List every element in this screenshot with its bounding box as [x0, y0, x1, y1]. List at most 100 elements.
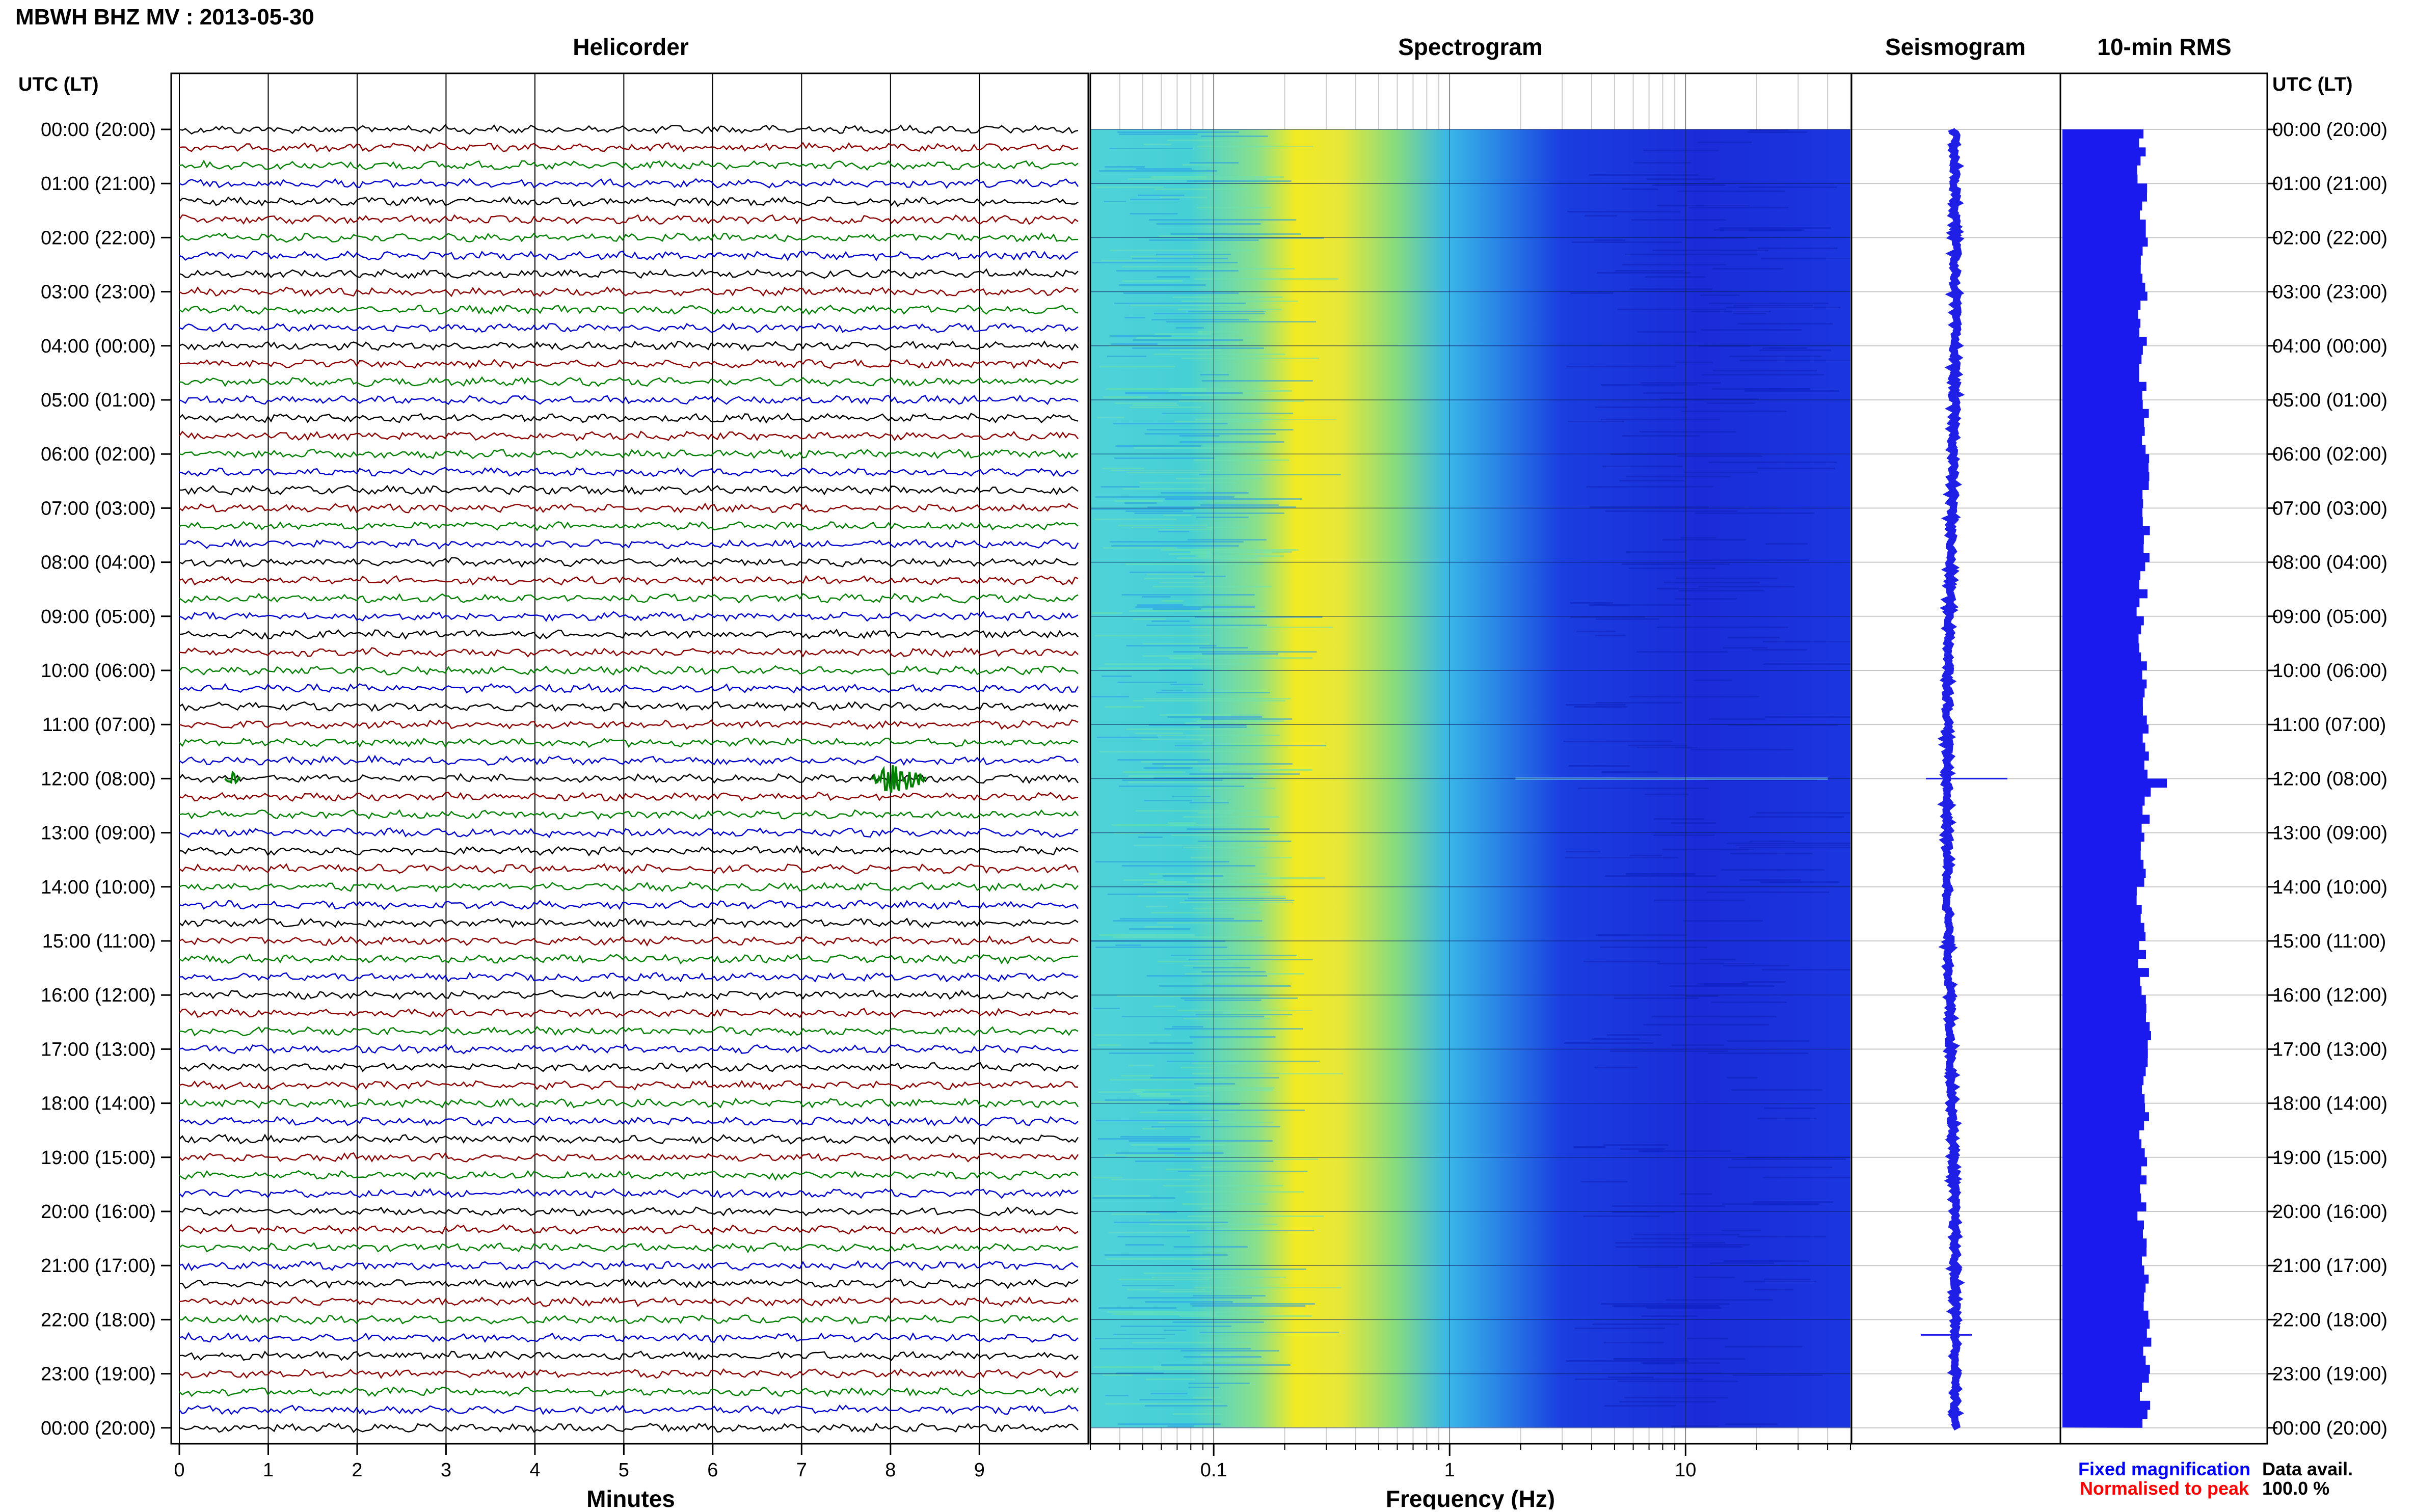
spectrogram-stripe [1159, 985, 1291, 987]
spectrogram-panel: 0.1 1 10 [1089, 72, 1853, 1481]
spectrogram-stripe [1726, 307, 1841, 308]
spectrogram-stripe [1601, 771, 1658, 773]
spectrogram-stripe [1113, 423, 1228, 424]
spectrogram-stripe [1200, 1354, 1238, 1356]
spectrogram-stripe [1722, 1203, 1820, 1205]
spectrogram-stripe [1137, 604, 1183, 606]
spectrogram-stripe [1744, 390, 1839, 392]
spectrogram-stripe [1133, 339, 1244, 341]
helicorder-trace [179, 791, 1079, 802]
spectrogram-stripe [1182, 1203, 1268, 1205]
spectrogram-stripe [1096, 1044, 1121, 1046]
spectrogram-stripe [1196, 207, 1271, 208]
spectrogram-stripe [1192, 1073, 1343, 1074]
spectrogram-stripe [1747, 131, 1807, 133]
spectrogram-stripe [1131, 527, 1247, 528]
spectrogram-stripe [1096, 186, 1164, 188]
spectrogram-stripe [1197, 146, 1313, 147]
spectrogram-stripe [1589, 506, 1709, 508]
spectrogram-stripe [1157, 922, 1252, 924]
spectrogram-stripe [1197, 331, 1240, 333]
spectrogram-stripe [1694, 680, 1732, 681]
spectrogram-stripe [1749, 129, 1789, 131]
spectrogram-stripe [1201, 769, 1312, 771]
spectrogram-stripe [1188, 1387, 1219, 1388]
hour-label-left: 14:00 (10:00) [41, 877, 156, 898]
spectrogram-stripe [1163, 1185, 1283, 1186]
hour-label-right: 23:00 (19:00) [2272, 1364, 2387, 1385]
spectrogram-stripe [1122, 280, 1183, 282]
spectrogram-stripe [1601, 384, 1698, 386]
spectrogram-stripe [1166, 321, 1317, 322]
hour-label-right: 17:00 (13:00) [2272, 1039, 2387, 1060]
spectrogram-stripe [1595, 635, 1626, 636]
helicorder-trace [179, 322, 1079, 333]
spectrogram-stripe [1200, 374, 1229, 375]
helicorder-trace [179, 989, 1079, 1001]
spectrogram-stripe [1759, 349, 1831, 351]
minute-tick-label: 0 [174, 1460, 184, 1481]
helicorder-trace [179, 592, 1079, 604]
spectrogram-stripe [1136, 168, 1192, 170]
spectrogram-stripe [1753, 1201, 1833, 1203]
spectrogram-stripe [1179, 1315, 1312, 1317]
spectrogram-stripe [1139, 482, 1237, 483]
minute-tick-label: 9 [974, 1460, 985, 1481]
hour-label-right: 08:00 (04:00) [2272, 552, 2387, 574]
spectrogram-stripe [1117, 759, 1210, 761]
spectrogram-stripe [1565, 851, 1600, 852]
spectrogram-stripe [1634, 1234, 1740, 1235]
spectrogram-stripe [1189, 1036, 1276, 1038]
spectrogram-stripe [1179, 435, 1220, 437]
spectrogram-stripe [1093, 1008, 1120, 1009]
spectrogram-stripe [1570, 292, 1614, 294]
spectrogram-stripe [1196, 517, 1249, 518]
spectrogram-stripe [1145, 1379, 1195, 1380]
spectrogram-stripe [1728, 637, 1780, 638]
spectrogram-stripe [1112, 1313, 1217, 1315]
spectrogram-stripe [1723, 965, 1790, 966]
spectrogram-stripe [1092, 1197, 1175, 1199]
spectrogram-stripe [1172, 1026, 1203, 1028]
spectrogram-stripe [1171, 233, 1301, 235]
spectrogram-stripe [1624, 1397, 1728, 1398]
hour-label-left: 17:00 (13:00) [41, 1039, 156, 1060]
spectrogram-stripe [1726, 1077, 1758, 1078]
spectrogram-stripe [1183, 816, 1279, 818]
spectrogram-stripe [1151, 620, 1190, 622]
spectrogram-stripe [1150, 176, 1284, 178]
helicorder-trace [179, 1025, 1079, 1037]
spectrogram-stripe [1576, 631, 1616, 632]
helicorder-trace [179, 665, 1079, 676]
spectrogram-stripe [1675, 598, 1737, 600]
spectrogram-stripe [1121, 1016, 1265, 1017]
helicorder-trace [179, 178, 1079, 189]
spectrogram-stripe [1761, 969, 1850, 970]
spectrogram-stripe [1103, 1374, 1133, 1376]
helicorder-traces [179, 124, 1079, 1434]
spectrogram-stripe [1584, 961, 1660, 962]
spectrogram-stripe [1129, 572, 1205, 573]
spectrogram-stripe [1164, 1028, 1303, 1030]
spectrogram-stripe [1160, 197, 1208, 198]
spectrogram-stripe [1739, 847, 1850, 848]
hour-label-left: 07:00 (03:00) [41, 498, 156, 519]
spectrogram-stripe [1135, 733, 1183, 734]
spectrogram-stripe [1149, 219, 1297, 221]
hour-label-left: 05:00 (01:00) [41, 390, 156, 411]
spectrogram-stripe [1201, 1167, 1227, 1168]
spectrogram-stripe [1125, 1244, 1164, 1246]
spectrogram-stripe [1134, 845, 1207, 846]
helicorder-trace [179, 1332, 1079, 1343]
spectrogram-stripe [1600, 947, 1707, 948]
spectrogram-stripe [1763, 1177, 1850, 1178]
spectrogram-stripe [1167, 140, 1244, 141]
spectrogram-stripe [1149, 1224, 1277, 1225]
helicorder-trace [179, 719, 1079, 730]
spectrogram-stripe [1157, 276, 1191, 278]
helicorder-trace [179, 700, 1079, 712]
spectrogram-stripe [1145, 1301, 1233, 1303]
spectrogram-stripe [1595, 407, 1688, 408]
hour-label-left: 01:00 (21:00) [41, 173, 156, 195]
